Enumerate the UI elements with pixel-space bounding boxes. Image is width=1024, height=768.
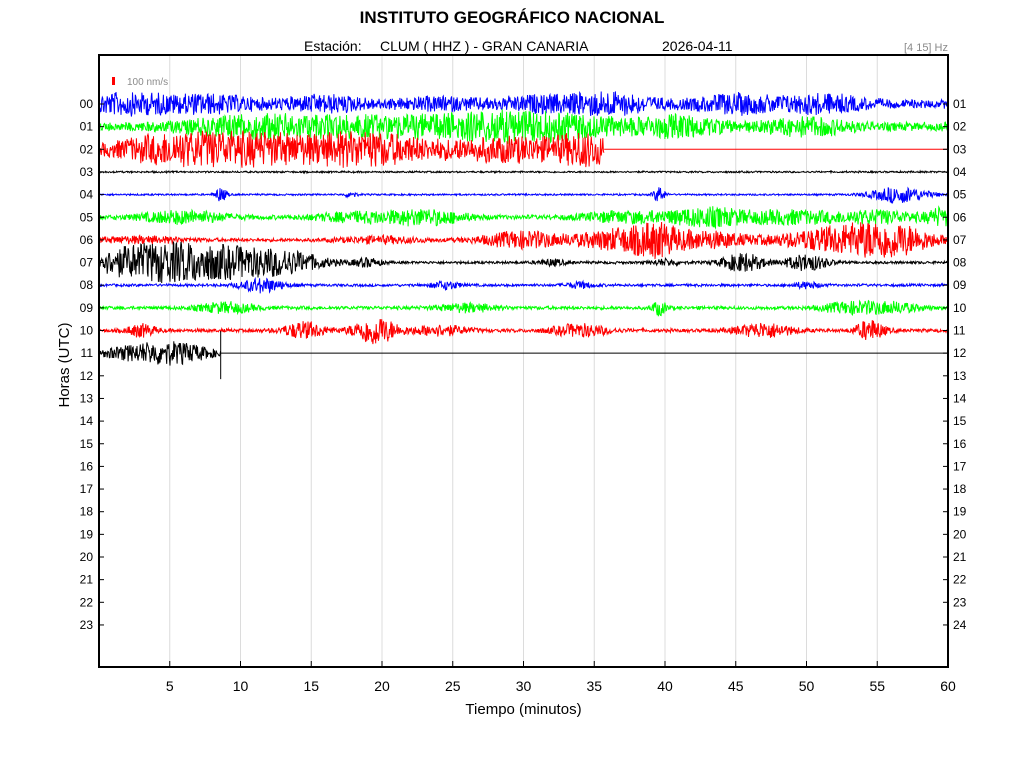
hour-label-left: 18 xyxy=(80,505,94,519)
hour-label-right: 08 xyxy=(953,256,967,270)
x-tick-label: 10 xyxy=(233,678,249,694)
hour-label-right: 23 xyxy=(953,595,967,609)
trace-hour-05 xyxy=(98,205,948,230)
hour-label-left: 03 xyxy=(80,165,94,179)
hour-label-left: 00 xyxy=(80,97,94,111)
hour-label-left: 20 xyxy=(80,550,94,564)
page-title: INSTITUTO GEOGRÁFICO NACIONAL xyxy=(359,8,665,27)
hour-label-right: 03 xyxy=(953,142,967,156)
hour-label-right: 16 xyxy=(953,437,967,451)
record-date: 2026-04-11 xyxy=(662,38,733,54)
hour-label-right: 13 xyxy=(953,369,967,383)
hour-label-right: 20 xyxy=(953,527,967,541)
hour-label-left: 13 xyxy=(80,391,94,405)
trace-hour-09 xyxy=(98,299,948,317)
hour-label-right: 07 xyxy=(953,233,967,247)
x-tick-label: 15 xyxy=(303,678,319,694)
trace-hour-10 xyxy=(98,318,949,345)
hour-label-left: 15 xyxy=(80,437,94,451)
trace-hour-07 xyxy=(98,241,949,284)
hour-label-left: 08 xyxy=(80,278,94,292)
hour-label-left: 22 xyxy=(80,595,94,609)
x-tick-label: 30 xyxy=(516,678,532,694)
x-tick-label: 40 xyxy=(657,678,673,694)
trace-hour-11 xyxy=(98,341,222,366)
hour-label-right: 17 xyxy=(953,459,967,473)
trace-hour-02 xyxy=(98,130,605,168)
hour-label-right: 15 xyxy=(953,414,967,428)
trace-hour-08 xyxy=(98,276,948,294)
hour-label-right: 14 xyxy=(953,391,967,405)
hour-label-left: 05 xyxy=(80,210,94,224)
hour-label-right: 11 xyxy=(953,324,966,338)
trace-hour-06 xyxy=(98,221,949,260)
hour-label-right: 24 xyxy=(953,618,967,632)
x-axis-label: Tiempo (minutos) xyxy=(465,701,581,718)
trace-hour-03 xyxy=(98,169,948,175)
trace-hour-04 xyxy=(98,186,948,205)
hour-label-right: 02 xyxy=(953,120,967,134)
trace-hour-01 xyxy=(98,109,949,144)
hour-label-right: 10 xyxy=(953,301,967,315)
hour-label-left: 07 xyxy=(80,256,94,270)
hour-label-left: 23 xyxy=(80,618,94,632)
hour-label-right: 04 xyxy=(953,165,967,179)
hour-label-left: 11 xyxy=(81,346,94,360)
hour-label-right: 01 xyxy=(953,97,967,111)
hour-label-right: 05 xyxy=(953,188,967,202)
trace-hour-00 xyxy=(98,90,949,117)
x-tick-label: 45 xyxy=(728,678,744,694)
x-tick-label: 35 xyxy=(586,678,602,694)
hour-label-left: 09 xyxy=(80,301,94,315)
hour-label-left: 17 xyxy=(80,482,94,496)
hour-label-left: 14 xyxy=(80,414,94,428)
scale-label: 100 nm/s xyxy=(127,77,168,88)
hour-label-right: 21 xyxy=(953,550,967,564)
x-tick-label: 60 xyxy=(940,678,956,694)
hour-label-right: 12 xyxy=(953,346,967,360)
hour-label-left: 02 xyxy=(80,142,94,156)
x-tick-label: 55 xyxy=(869,678,885,694)
hour-label-left: 16 xyxy=(80,459,94,473)
filter-band: [4 15] Hz xyxy=(903,42,948,54)
hour-label-right: 09 xyxy=(953,278,967,292)
station-prefix: Estación: xyxy=(304,38,362,54)
hour-label-left: 04 xyxy=(80,188,94,202)
x-tick-label: 5 xyxy=(166,678,174,694)
hour-label-right: 19 xyxy=(953,505,967,519)
hour-label-left: 19 xyxy=(80,527,94,541)
x-tick-label: 50 xyxy=(799,678,815,694)
station-name: CLUM ( HHZ ) - GRAN CANARIA xyxy=(380,38,589,54)
scale-bar xyxy=(112,77,115,85)
x-tick-label: 20 xyxy=(374,678,390,694)
hour-label-right: 22 xyxy=(953,573,967,587)
hour-label-left: 06 xyxy=(80,233,94,247)
hour-label-right: 18 xyxy=(953,482,967,496)
y-axis-label: Horas (UTC) xyxy=(56,322,73,407)
x-tick-label: 25 xyxy=(445,678,461,694)
hour-label-left: 01 xyxy=(80,120,94,134)
hour-label-left: 12 xyxy=(80,369,94,383)
hour-label-right: 06 xyxy=(953,210,967,224)
hour-label-left: 21 xyxy=(80,573,94,587)
hour-label-left: 10 xyxy=(80,324,94,338)
